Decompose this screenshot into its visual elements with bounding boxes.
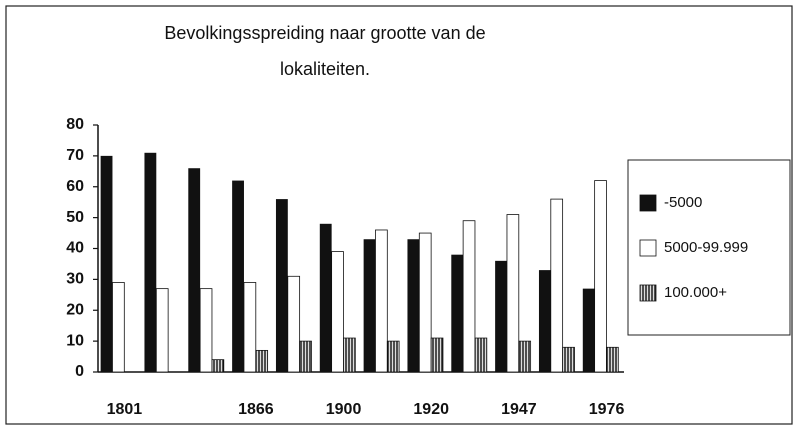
chart-title: Bevolkingsspreiding naar grootte van de xyxy=(164,23,485,43)
bar xyxy=(375,229,388,373)
bar xyxy=(418,232,432,373)
frame xyxy=(5,5,793,425)
bar xyxy=(606,346,619,373)
x-tick-label: 1920 xyxy=(413,401,449,418)
bar xyxy=(299,340,312,373)
legend-swatch xyxy=(639,194,657,212)
bar xyxy=(188,168,201,372)
bar xyxy=(199,288,213,373)
y-tick-label: 0 xyxy=(75,363,84,380)
legend-swatch xyxy=(639,284,657,302)
bar xyxy=(232,180,244,372)
x-tick-label: 1900 xyxy=(326,401,362,418)
bar xyxy=(451,254,464,372)
bar xyxy=(386,340,400,373)
bar xyxy=(582,288,595,372)
bar xyxy=(331,251,344,373)
y-tick-label: 70 xyxy=(66,147,84,164)
x-tick-label: 1801 xyxy=(107,401,143,418)
legend-label: -5000 xyxy=(664,194,702,211)
y-tick-label: 30 xyxy=(66,271,84,288)
bar xyxy=(112,282,125,373)
bar xyxy=(100,155,113,372)
x-tick-label: 1947 xyxy=(501,401,537,418)
bar xyxy=(430,337,444,373)
bar xyxy=(462,220,476,373)
legend-swatch xyxy=(639,239,657,257)
bar xyxy=(363,239,376,372)
bar xyxy=(144,152,157,372)
bar xyxy=(155,288,169,373)
bar xyxy=(495,260,507,372)
bar xyxy=(275,199,288,372)
y-tick-label: 80 xyxy=(66,116,84,133)
bar xyxy=(550,198,564,373)
bar xyxy=(255,349,269,373)
bar xyxy=(474,337,488,373)
bar xyxy=(343,337,356,373)
plot: 0 10 20 30 40 50 60 70 80 1801 1866 1900 1920 1947 197… xyxy=(66,116,624,418)
bar xyxy=(538,270,551,372)
bar xyxy=(506,214,520,373)
legend-label: 100.000+ xyxy=(664,284,727,301)
y-tick-label: 10 xyxy=(66,332,84,349)
chart-title: lokaliteiten. xyxy=(280,59,370,79)
bar xyxy=(594,180,607,373)
bar xyxy=(211,359,225,373)
y-tick-label: 20 xyxy=(66,301,84,318)
legend-label: 5000-99.999 xyxy=(664,239,748,256)
x-tick-label: 1866 xyxy=(238,401,274,418)
y-tick-label: 50 xyxy=(66,209,84,226)
bar xyxy=(319,223,332,372)
y-tick-label: 40 xyxy=(66,240,84,257)
bar xyxy=(243,282,257,373)
bar xyxy=(518,340,532,373)
bar xyxy=(287,275,301,373)
x-tick-label: 1976 xyxy=(589,401,625,418)
y-tick-label: 60 xyxy=(66,178,84,195)
bar xyxy=(407,239,420,372)
bar xyxy=(562,346,575,373)
